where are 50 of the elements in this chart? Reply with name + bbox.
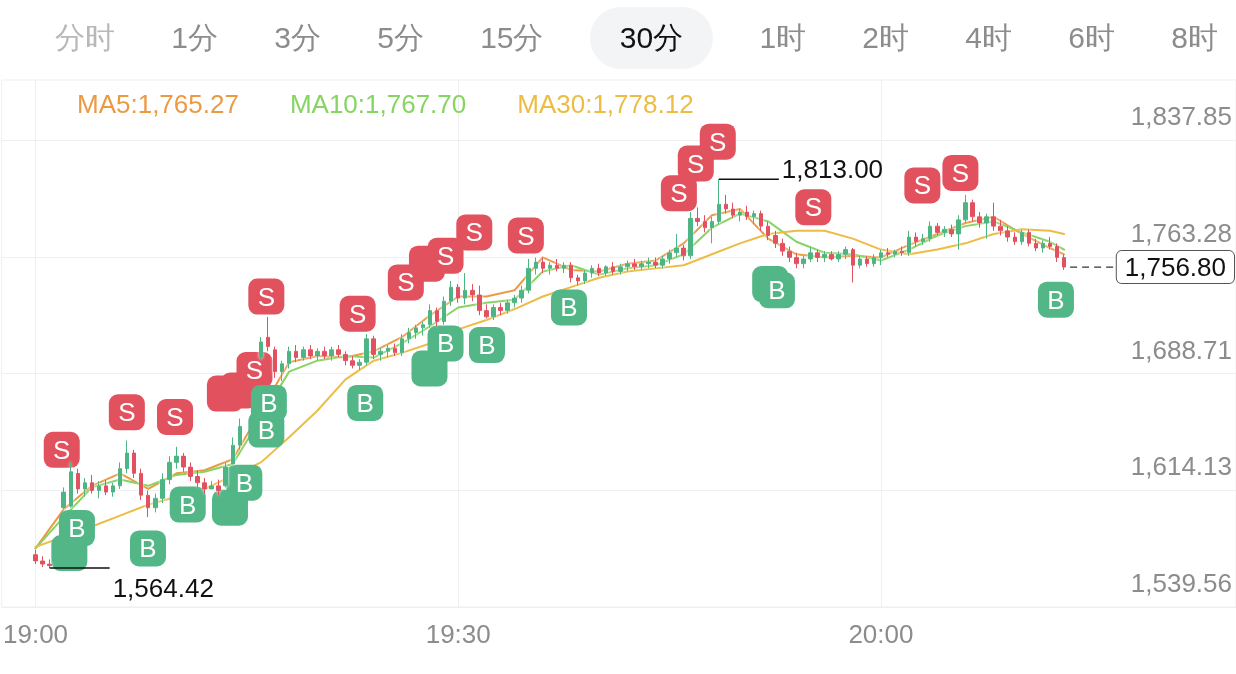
data-label: S — [913, 170, 932, 201]
y-tick-label: 1,837.85 — [1130, 101, 1232, 132]
data-label: S — [804, 192, 822, 223]
x-tick-label: 19:00 — [2, 619, 69, 649]
data-label: B — [356, 387, 374, 418]
text: 2时 — [861, 20, 911, 56]
x-tick-label: 20:00 — [848, 619, 914, 649]
text: 5分 — [376, 20, 425, 56]
data-label: S — [166, 402, 184, 432]
data-label: B — [179, 489, 197, 520]
data-label: B — [436, 328, 455, 359]
data-label: S — [397, 267, 415, 298]
data-label: S — [670, 178, 688, 209]
data-label: S — [257, 281, 275, 312]
data-label: B — [235, 467, 254, 498]
text: 分时 — [54, 20, 116, 56]
data-label: B — [560, 292, 578, 323]
data-label: S — [118, 397, 136, 428]
text: 3分 — [273, 20, 322, 56]
y-tick-label: 1,763.28 — [1130, 217, 1232, 248]
annotation: 1,564.42 — [112, 573, 214, 604]
data-label: S — [53, 434, 71, 465]
text: 8时 — [1170, 20, 1219, 56]
data-label: B — [478, 330, 496, 361]
data-label: S — [951, 157, 970, 188]
data-label: S — [465, 217, 483, 248]
y-tick-label: 1,539.56 — [1130, 568, 1232, 598]
text: 15分 — [479, 20, 545, 56]
ref-line-label: 1,756.80 — [1124, 252, 1226, 283]
text: MA30:1,778.12 — [517, 89, 694, 119]
data-label: S — [436, 240, 455, 271]
text: 1分 — [170, 20, 219, 56]
x-tick-label: 19:30 — [425, 619, 491, 649]
data-label: S — [348, 298, 367, 329]
text: MA5:1,765.27 — [77, 89, 239, 119]
data-label: B — [139, 533, 157, 564]
text: 1时 — [758, 20, 808, 56]
annotation: 1,813.00 — [781, 154, 884, 185]
data-label: B — [68, 513, 86, 544]
y-tick-label: 1,614.13 — [1130, 451, 1232, 482]
data-label: S — [245, 355, 264, 386]
data-label: S — [517, 220, 535, 251]
data-label: B — [1047, 284, 1065, 315]
data-label: S — [687, 148, 705, 179]
text: MA10:1,767.70 — [289, 89, 467, 119]
text: 6时 — [1067, 20, 1116, 56]
y-tick-label: 1,688.71 — [1130, 334, 1232, 365]
data-label: S — [709, 126, 727, 157]
text: 4时 — [964, 20, 1013, 56]
data-label: B — [768, 275, 786, 306]
